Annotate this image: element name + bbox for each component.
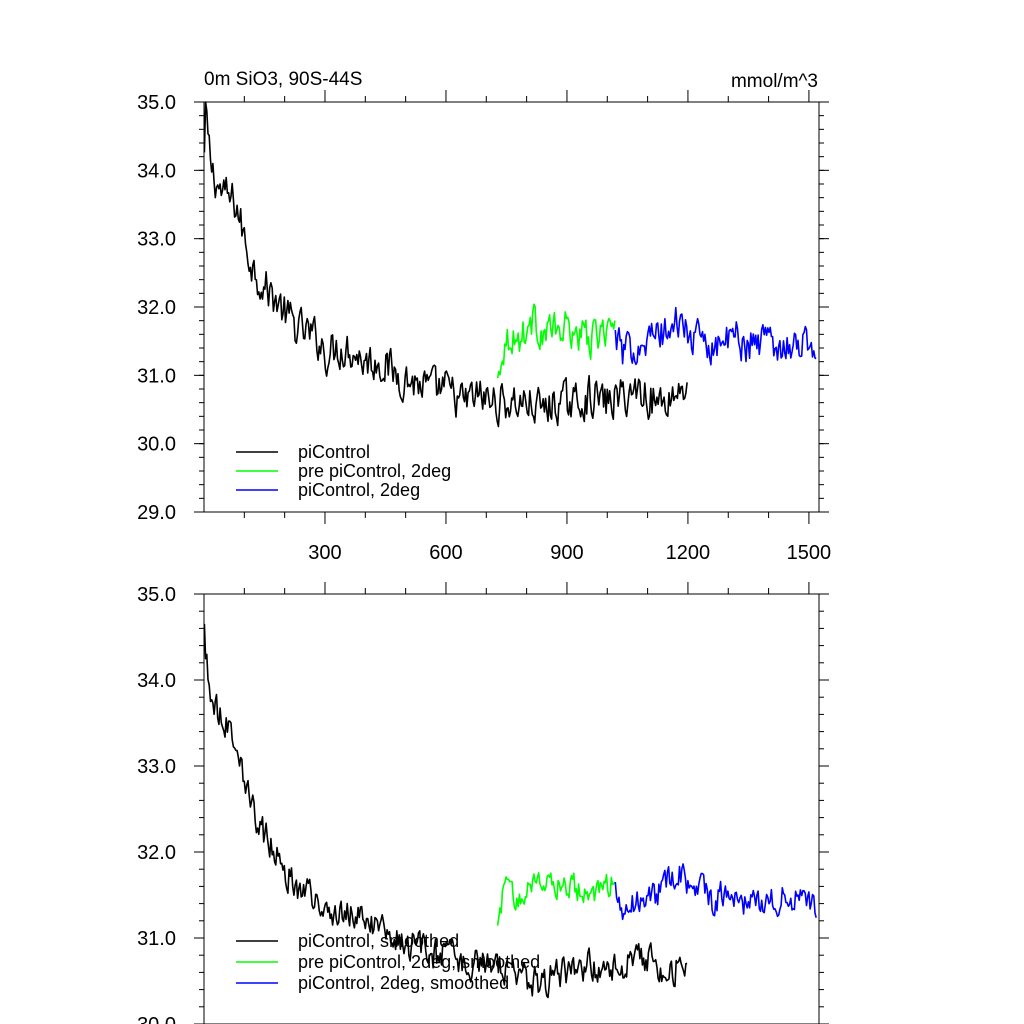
units-label: mmol/m^3 xyxy=(731,71,818,92)
bottom-plot-frame xyxy=(203,593,820,1024)
legend-label-picontrol-2deg: piControl, 2deg xyxy=(298,480,420,500)
legend-label-pre-picontrol-2deg-smoothed: pre piControl, 2deg, smoothed xyxy=(298,952,540,972)
bottom-series-lines xyxy=(203,623,817,999)
top-series-line-picontrol-2deg xyxy=(614,306,817,366)
y-tick-label: 34.0 xyxy=(137,670,176,692)
top-y-tick-labels: 29.0 30.0 31.0 32.0 33.0 34.0 35.0 xyxy=(137,92,176,524)
top-legend: piControl pre piControl, 2deg piControl,… xyxy=(236,442,451,500)
bottom-axis-ticks xyxy=(194,582,829,1024)
y-tick-label: 32.0 xyxy=(137,842,176,864)
y-tick-label: 33.0 xyxy=(137,756,176,778)
top-series-lines xyxy=(203,101,817,428)
top-series-line-picontrol xyxy=(203,101,688,428)
bottom-series-line-picontrol-2deg-smoothed xyxy=(614,863,817,921)
legend-label-pre-picontrol-2deg: pre piControl, 2deg xyxy=(298,461,451,481)
bottom-series-line-picontrol-smoothed xyxy=(203,623,688,999)
top-plot-frame xyxy=(203,101,820,513)
top-series-line-pre-picontrol-2deg xyxy=(496,303,616,379)
bottom-chart-panel: 30.0 31.0 32.0 33.0 34.0 35.0 piControl, smoo… xyxy=(137,582,829,1024)
x-tick-label: 300 xyxy=(308,542,341,564)
y-tick-label: 35.0 xyxy=(137,584,176,606)
legend-label-picontrol: piControl xyxy=(298,442,370,462)
x-tick-label: 1500 xyxy=(787,542,832,564)
top-axis-ticks xyxy=(194,90,829,524)
bottom-series-line-pre-picontrol-2deg-smoothed xyxy=(496,871,616,926)
y-tick-label: 31.0 xyxy=(137,928,176,950)
bottom-legend: piControl, smoothed pre piControl, 2deg,… xyxy=(236,931,540,993)
y-tick-label: 33.0 xyxy=(137,229,176,251)
y-tick-label: 34.0 xyxy=(137,160,176,182)
x-tick-label: 900 xyxy=(550,542,583,564)
legend-label-picontrol-smoothed: piControl, smoothed xyxy=(298,931,459,951)
y-tick-label: 30.0 xyxy=(137,1014,176,1024)
legend-label-picontrol-2deg-smoothed: piControl, 2deg, smoothed xyxy=(298,973,509,993)
x-tick-label: 600 xyxy=(429,542,462,564)
top-x-tick-labels: 300 600 900 1200 1500 xyxy=(308,542,831,564)
y-tick-label: 31.0 xyxy=(137,365,176,387)
y-tick-label: 30.0 xyxy=(137,434,176,456)
y-tick-label: 32.0 xyxy=(137,297,176,319)
top-chart-panel: 0m SiO3, 90S-44S mmol/m^3 29.0 30.0 31.0 32… xyxy=(137,69,831,564)
chart-title: 0m SiO3, 90S-44S xyxy=(204,69,362,90)
y-tick-label: 29.0 xyxy=(137,502,176,524)
bottom-y-tick-labels: 30.0 31.0 32.0 33.0 34.0 35.0 xyxy=(137,584,176,1024)
x-tick-label: 1200 xyxy=(666,542,711,564)
y-tick-label: 35.0 xyxy=(137,92,176,114)
